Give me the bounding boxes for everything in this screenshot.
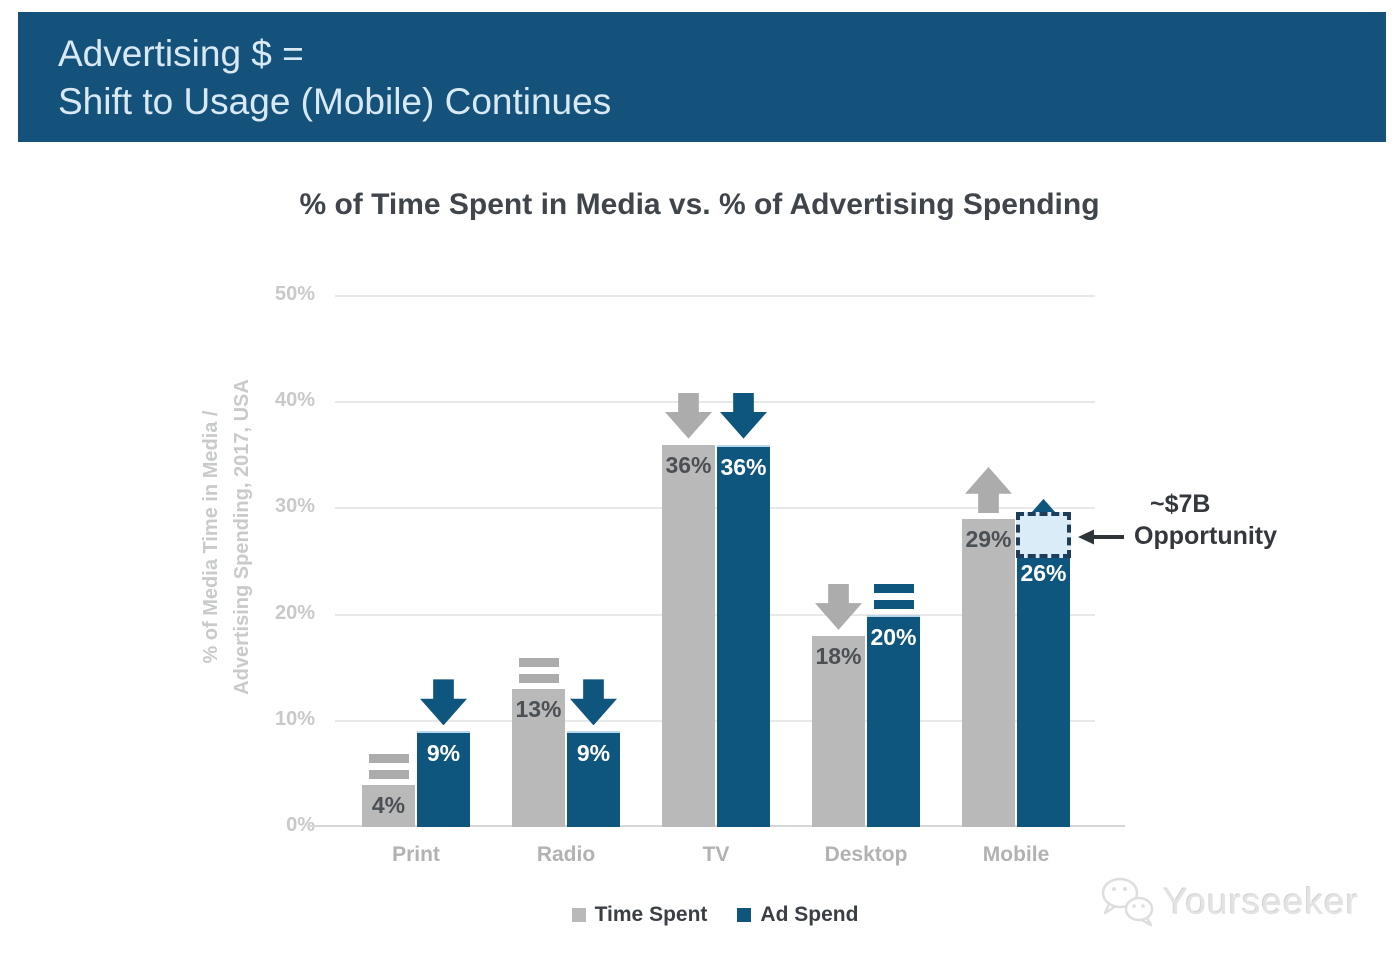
equal-bar-bottom [518, 673, 559, 683]
bar-value-label: 13% [515, 695, 562, 722]
down-trend-icon [815, 583, 862, 630]
gridline-20 [335, 613, 1095, 616]
equal-bar-bottom [368, 769, 409, 779]
annotation-label: Opportunity [1134, 522, 1278, 550]
y-tick-0: 0% [286, 814, 315, 836]
opportunity-gap-box [1016, 512, 1071, 558]
y-tick-10: 10% [274, 707, 315, 730]
gridline-30 [335, 507, 1095, 510]
gridline-50 [335, 295, 1095, 297]
bar-ad-spend-print: 9% [417, 731, 470, 827]
bar-ad-spend-tv: 36% [717, 444, 770, 827]
bar-value-label: 9% [576, 740, 611, 767]
bar-value-label: 9% [426, 740, 461, 767]
bar-time-spent-radio: 13% [512, 688, 565, 827]
x-category-label-mobile: Mobile [982, 843, 1050, 866]
equal-bar-bottom [873, 599, 914, 609]
y-tick-20: 20% [274, 601, 315, 624]
y-axis-label-line2: Advertising Spending, 2017, USA [231, 379, 253, 695]
bar-time-spent-print: 4% [362, 784, 415, 827]
y-tick-40: 40% [274, 389, 315, 412]
bar-value-label: 18% [815, 642, 862, 669]
y-tick-50: 50% [274, 283, 315, 305]
down-trend-icon [720, 392, 767, 439]
header-line1: Advertising $ = [58, 33, 304, 74]
down-trend-icon [665, 392, 712, 439]
x-axis-line [307, 825, 1125, 827]
left-arrow-icon [1078, 529, 1124, 544]
y-tick-30: 30% [274, 495, 315, 518]
equal-trend-icon [518, 657, 559, 683]
opportunity-annotation: ~$7B Opportunity [1078, 490, 1277, 551]
down-trend-icon [420, 679, 467, 726]
legend-item-time-spent: Time Spent [571, 903, 708, 927]
bar-value-label: 36% [665, 451, 712, 478]
x-category-label-desktop: Desktop [824, 843, 908, 866]
x-category-label-tv: TV [702, 843, 730, 866]
chat-bubbles-icon [1101, 877, 1154, 927]
header-line2: Shift to Usage (Mobile) Continues [58, 81, 612, 123]
ad-spend-swatch [737, 908, 752, 922]
up-trend-icon [965, 467, 1012, 514]
bar-value-label: 29% [965, 526, 1012, 553]
annotation-value: ~$7B [1150, 490, 1211, 518]
watermark-text: Yourseeker [1163, 881, 1359, 922]
bar-value-label: 20% [870, 623, 917, 650]
bar-ad-spend-radio: 9% [567, 731, 620, 827]
annotation-row: Opportunity [1078, 522, 1277, 551]
bar-value-label: 26% [1020, 559, 1067, 586]
equal-trend-icon [873, 583, 914, 609]
time-spent-swatch [571, 908, 586, 922]
bar-time-spent-tv: 36% [662, 444, 715, 827]
legend-item-ad-spend: Ad Spend [737, 903, 858, 927]
equal-bar-top [368, 753, 409, 763]
watermark: Yourseeker [1099, 876, 1359, 928]
legend-label-time-spent: Time Spent [594, 903, 708, 926]
equal-bar-top [518, 657, 559, 667]
y-axis-label-line1: % of Media Time in Media / [200, 410, 222, 664]
bar-time-spent-desktop: 18% [812, 635, 865, 827]
plot-area: 0% 10% 20% 30% 40% 50% 4% 9% Print 13% 9% Radio 36% 3… [275, 283, 1125, 866]
gridline-10 [335, 719, 1095, 722]
bar-value-label: 36% [720, 453, 767, 480]
equal-trend-icon [368, 753, 409, 779]
x-category-label-radio: Radio [536, 843, 596, 866]
gridline-40 [335, 401, 1095, 404]
bar-value-label: 4% [371, 791, 406, 818]
bar-time-spent-mobile: 29% [962, 519, 1015, 827]
x-category-label-print: Print [392, 843, 440, 866]
legend-label-ad-spend: Ad Spend [760, 903, 859, 926]
bar-ad-spend-desktop: 20% [867, 614, 920, 827]
y-axis-label: % of Media Time in Media / Advertising S… [196, 257, 260, 817]
legend: Time Spent Ad Spend [335, 903, 1095, 927]
down-trend-icon [570, 679, 617, 726]
equal-bar-top [873, 583, 914, 593]
bar-ad-spend-mobile: 26% [1017, 550, 1070, 827]
chart-title: % of Time Spent in Media vs. % of Advert… [299, 188, 1100, 221]
header-banner: Advertising $ = Shift to Usage (Mobile) … [18, 12, 1386, 142]
